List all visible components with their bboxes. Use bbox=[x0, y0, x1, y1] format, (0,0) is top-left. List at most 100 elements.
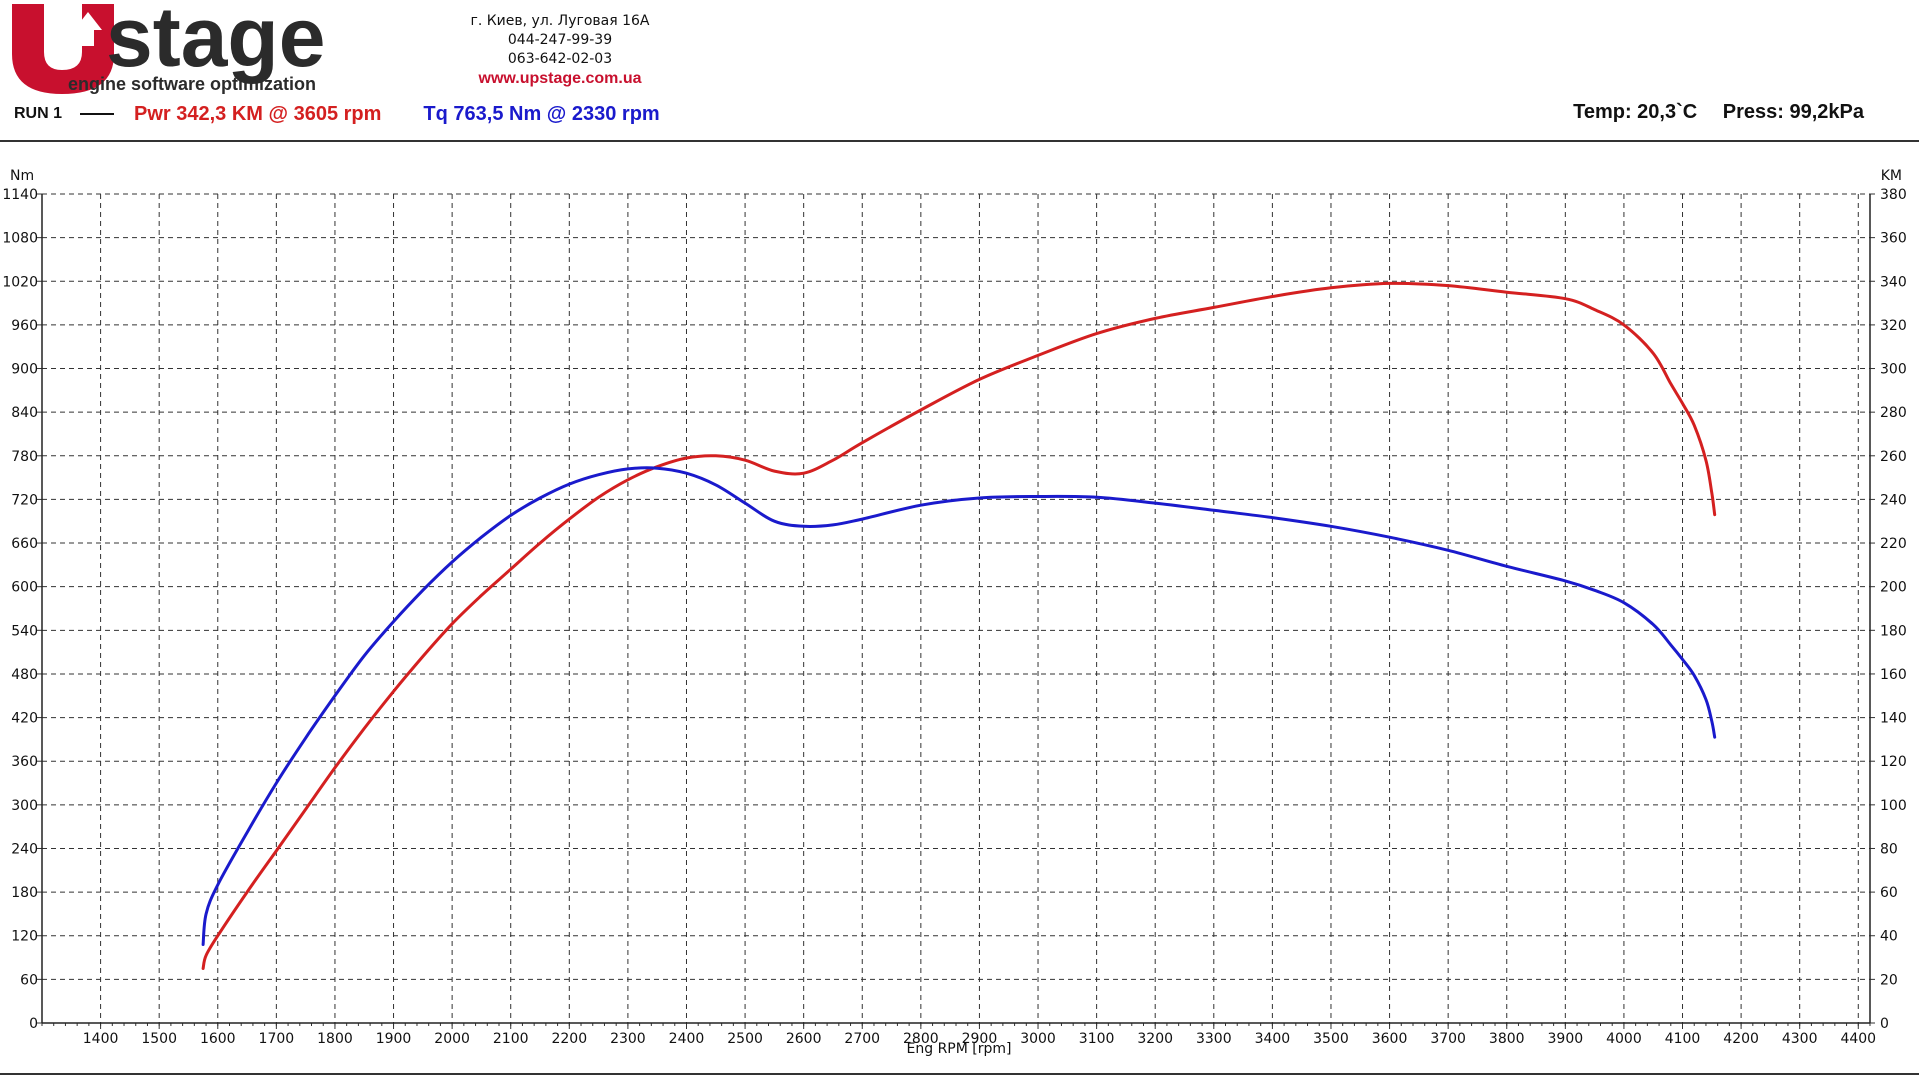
x-tick-label: 3800 bbox=[1489, 1031, 1525, 1047]
conditions: Temp: 20,3`C Press: 99,2kPa bbox=[1553, 101, 1864, 124]
x-tick-label: 2200 bbox=[551, 1031, 587, 1047]
x-tick-label: 4300 bbox=[1782, 1031, 1818, 1047]
y-left-tick-label: 720 bbox=[11, 492, 38, 508]
x-tick-label: 4200 bbox=[1723, 1031, 1759, 1047]
power-curve bbox=[201, 281, 1717, 970]
logo-arrow-icon bbox=[74, 12, 102, 46]
grid-lines bbox=[42, 193, 1870, 1023]
power-summary: Pwr 342,3 KM @ 3605 rpm bbox=[134, 102, 382, 125]
y-axis-left-label: Nm bbox=[10, 168, 34, 184]
y-left-tick-label: 960 bbox=[11, 318, 38, 334]
x-tick-label: 3300 bbox=[1196, 1031, 1232, 1047]
y-right-tick-label: 200 bbox=[1880, 580, 1907, 596]
dyno-chart: 1400 1500 1600 1700 1800 1900 2000 2100 2200 2300… bbox=[2, 168, 1906, 1057]
phone-1: 044-247-99-39 bbox=[507, 32, 613, 48]
x-tick-label: 2600 bbox=[786, 1031, 822, 1047]
report-header: stage engine software optimization г. Ки… bbox=[0, 0, 1920, 140]
y-left-tick-label: 180 bbox=[11, 885, 38, 901]
x-tick-label: 2400 bbox=[669, 1031, 705, 1047]
x-tick-label: 2500 bbox=[727, 1031, 763, 1047]
y-right-tick-label: 60 bbox=[1880, 885, 1898, 901]
chart-frame: 1400 1500 1600 1700 1800 1900 2000 2100 2200 2300… bbox=[0, 140, 1919, 1075]
y-right-tick-label: 40 bbox=[1880, 929, 1898, 945]
tick-labels: 1400 1500 1600 1700 1800 1900 2000 2100 2200 2300… bbox=[2, 187, 1906, 1047]
y-right-tick-label: 20 bbox=[1880, 972, 1898, 988]
logo-brand-text: stage bbox=[106, 0, 325, 84]
x-tick-label: 3100 bbox=[1079, 1031, 1115, 1047]
y-right-tick-label: 80 bbox=[1880, 841, 1898, 857]
y-left-tick-label: 900 bbox=[11, 362, 38, 378]
y-right-tick-label: 300 bbox=[1880, 362, 1907, 378]
run-line-swatch bbox=[80, 113, 115, 115]
x-tick-label: 3000 bbox=[1020, 1031, 1056, 1047]
run-label: RUN 1 bbox=[14, 105, 63, 122]
y-right-tick-label: 240 bbox=[1880, 492, 1907, 508]
x-tick-label: 3600 bbox=[1372, 1031, 1408, 1047]
temperature-readout: Temp: 20,3`C bbox=[1573, 101, 1698, 123]
x-tick-label: 4000 bbox=[1606, 1031, 1642, 1047]
y-right-tick-label: 0 bbox=[1880, 1016, 1889, 1032]
x-tick-label: 1700 bbox=[259, 1031, 295, 1047]
x-tick-label: 1800 bbox=[317, 1031, 353, 1047]
y-right-tick-label: 380 bbox=[1880, 187, 1907, 203]
x-tick-label: 4100 bbox=[1665, 1031, 1701, 1047]
torque-curve bbox=[201, 466, 1717, 946]
y-left-tick-label: 1020 bbox=[2, 274, 38, 290]
axes bbox=[37, 193, 1875, 1029]
torque-summary: Tq 763,5 Nm @ 2330 rpm bbox=[423, 102, 660, 125]
y-left-tick-label: 0 bbox=[29, 1016, 38, 1032]
y-left-tick-label: 420 bbox=[11, 711, 38, 727]
x-tick-label: 2700 bbox=[844, 1031, 880, 1047]
x-tick-label: 3900 bbox=[1548, 1031, 1584, 1047]
y-right-tick-label: 360 bbox=[1880, 231, 1907, 247]
x-tick-label: 2800 bbox=[903, 1031, 939, 1047]
y-right-tick-label: 160 bbox=[1880, 667, 1907, 683]
x-axis-label: Eng RPM [rpm] bbox=[907, 1041, 1012, 1057]
run-summary: RUN 1 Pwr 342,3 KM @ 3605 rpm Tq 763,5 N… bbox=[14, 101, 660, 127]
y-left-tick-label: 600 bbox=[11, 580, 38, 596]
x-tick-label: 2000 bbox=[434, 1031, 470, 1047]
upstage-logo: stage engine software optimization bbox=[12, 0, 325, 94]
y-left-tick-label: 1140 bbox=[2, 187, 38, 203]
y-right-tick-label: 220 bbox=[1880, 536, 1907, 552]
x-tick-label: 1900 bbox=[376, 1031, 412, 1047]
x-tick-label: 1600 bbox=[200, 1031, 236, 1047]
y-right-tick-label: 180 bbox=[1880, 623, 1907, 639]
y-left-tick-label: 300 bbox=[11, 798, 38, 814]
pressure-readout: Press: 99,2kPa bbox=[1722, 101, 1864, 123]
x-tick-label: 4400 bbox=[1840, 1031, 1876, 1047]
y-right-tick-label: 320 bbox=[1880, 318, 1907, 334]
x-tick-label: 2300 bbox=[610, 1031, 646, 1047]
y-left-tick-label: 540 bbox=[11, 623, 38, 639]
y-left-tick-label: 780 bbox=[11, 449, 38, 465]
series-lines bbox=[201, 281, 1717, 970]
x-tick-label: 2100 bbox=[493, 1031, 529, 1047]
y-left-tick-label: 360 bbox=[11, 754, 38, 770]
address: г. Киев, ул. Луговая 16А bbox=[470, 13, 650, 29]
y-left-tick-label: 60 bbox=[20, 972, 38, 988]
x-tick-label: 1500 bbox=[141, 1031, 177, 1047]
y-right-tick-label: 100 bbox=[1880, 798, 1907, 814]
contact-block: г. Киев, ул. Луговая 16А 044-247-99-39 0… bbox=[440, 12, 680, 88]
website-link[interactable]: www.upstage.com.ua bbox=[478, 70, 642, 87]
x-tick-label: 2900 bbox=[962, 1031, 998, 1047]
y-left-tick-label: 840 bbox=[11, 405, 38, 421]
phone-2: 063-642-02-03 bbox=[507, 51, 613, 67]
x-tick-label: 3400 bbox=[1255, 1031, 1291, 1047]
x-tick-label: 3700 bbox=[1430, 1031, 1466, 1047]
y-right-tick-label: 340 bbox=[1880, 274, 1907, 290]
y-left-tick-label: 480 bbox=[11, 667, 38, 683]
x-tick-label: 3200 bbox=[1137, 1031, 1173, 1047]
y-right-tick-label: 140 bbox=[1880, 711, 1907, 727]
y-left-tick-label: 660 bbox=[11, 536, 38, 552]
y-left-tick-label: 240 bbox=[11, 841, 38, 857]
x-tick-label: 1400 bbox=[83, 1031, 119, 1047]
y-left-tick-label: 1080 bbox=[2, 231, 38, 247]
y-axis-right-label: KM bbox=[1881, 168, 1902, 184]
y-right-tick-label: 260 bbox=[1880, 449, 1907, 465]
logo-tagline: engine software optimization bbox=[68, 74, 316, 94]
y-right-tick-label: 280 bbox=[1880, 405, 1907, 421]
y-left-tick-label: 120 bbox=[11, 929, 38, 945]
x-tick-label: 3500 bbox=[1313, 1031, 1349, 1047]
y-right-tick-label: 120 bbox=[1880, 754, 1907, 770]
